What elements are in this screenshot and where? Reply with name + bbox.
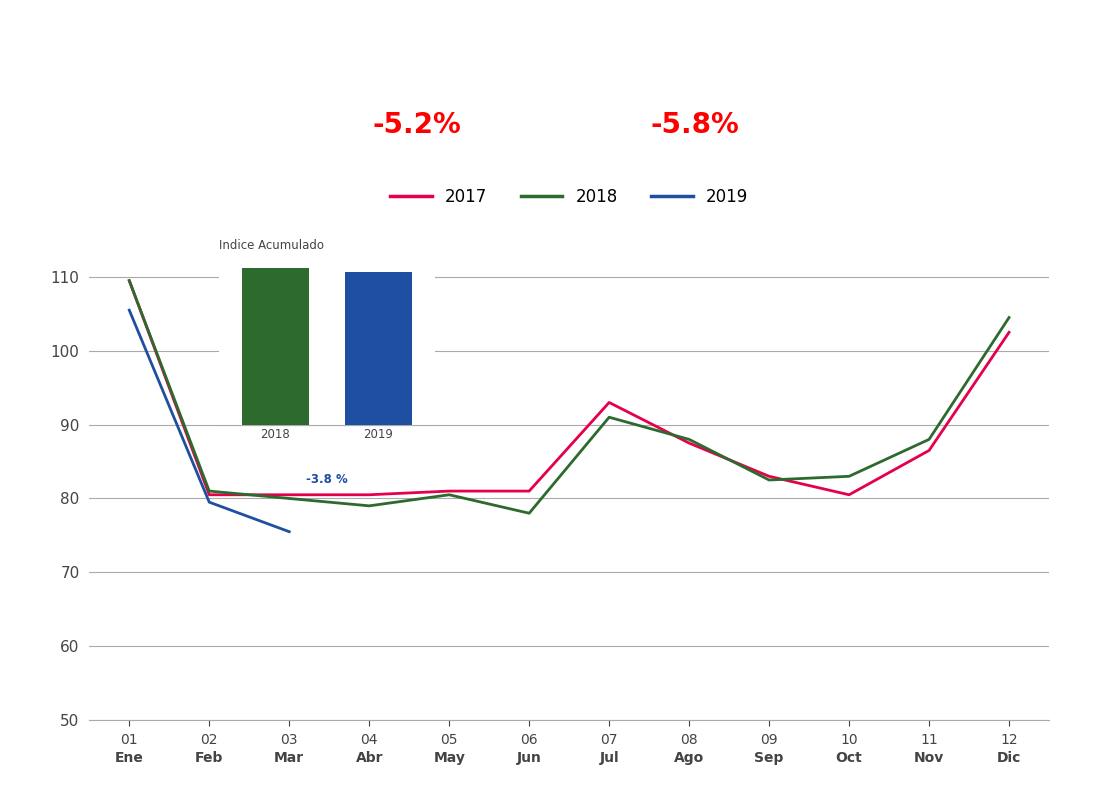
Text: 07: 07 <box>600 734 618 747</box>
Text: -5.2%: -5.2% <box>373 110 461 138</box>
Text: 10: 10 <box>840 734 858 747</box>
Text: 01: 01 <box>121 734 138 747</box>
Text: Nov: Nov <box>914 751 944 765</box>
Text: Marzo 2019: Marzo 2019 <box>204 118 305 132</box>
Text: 03: 03 <box>280 734 298 747</box>
Text: Oct: Oct <box>836 751 863 765</box>
Text: 11: 11 <box>921 734 937 747</box>
Text: 08: 08 <box>681 734 698 747</box>
Text: 02: 02 <box>201 734 218 747</box>
Text: Ago: Ago <box>674 751 704 765</box>
Text: 09: 09 <box>760 734 778 747</box>
Text: Jul: Jul <box>599 751 619 765</box>
Legend: 2017, 2018, 2019: 2017, 2018, 2019 <box>383 181 756 213</box>
Text: Jun: Jun <box>517 751 541 765</box>
Text: Dic: Dic <box>997 751 1021 765</box>
Text: May: May <box>433 751 465 765</box>
Text: 05: 05 <box>441 734 458 747</box>
Text: Centros Comerciales - Indice Nacional Shoppertrak: Centros Comerciales - Indice Nacional Sh… <box>289 35 849 54</box>
Text: MENSUAL: MENSUAL <box>507 134 579 147</box>
Text: ANUAL: ANUAL <box>786 134 836 147</box>
Text: 04: 04 <box>360 734 378 747</box>
Text: Abr: Abr <box>356 751 383 765</box>
Text: VARIACIÓN: VARIACIÓN <box>507 106 588 118</box>
Text: VARIACIÓN: VARIACIÓN <box>786 106 867 118</box>
Text: -5.8%: -5.8% <box>651 110 740 138</box>
Text: Ene: Ene <box>115 751 144 765</box>
Text: Mar: Mar <box>275 751 305 765</box>
Text: Sep: Sep <box>754 751 783 765</box>
Text: 06: 06 <box>520 734 538 747</box>
Text: Feb: Feb <box>195 751 223 765</box>
Text: 12: 12 <box>1000 734 1018 747</box>
